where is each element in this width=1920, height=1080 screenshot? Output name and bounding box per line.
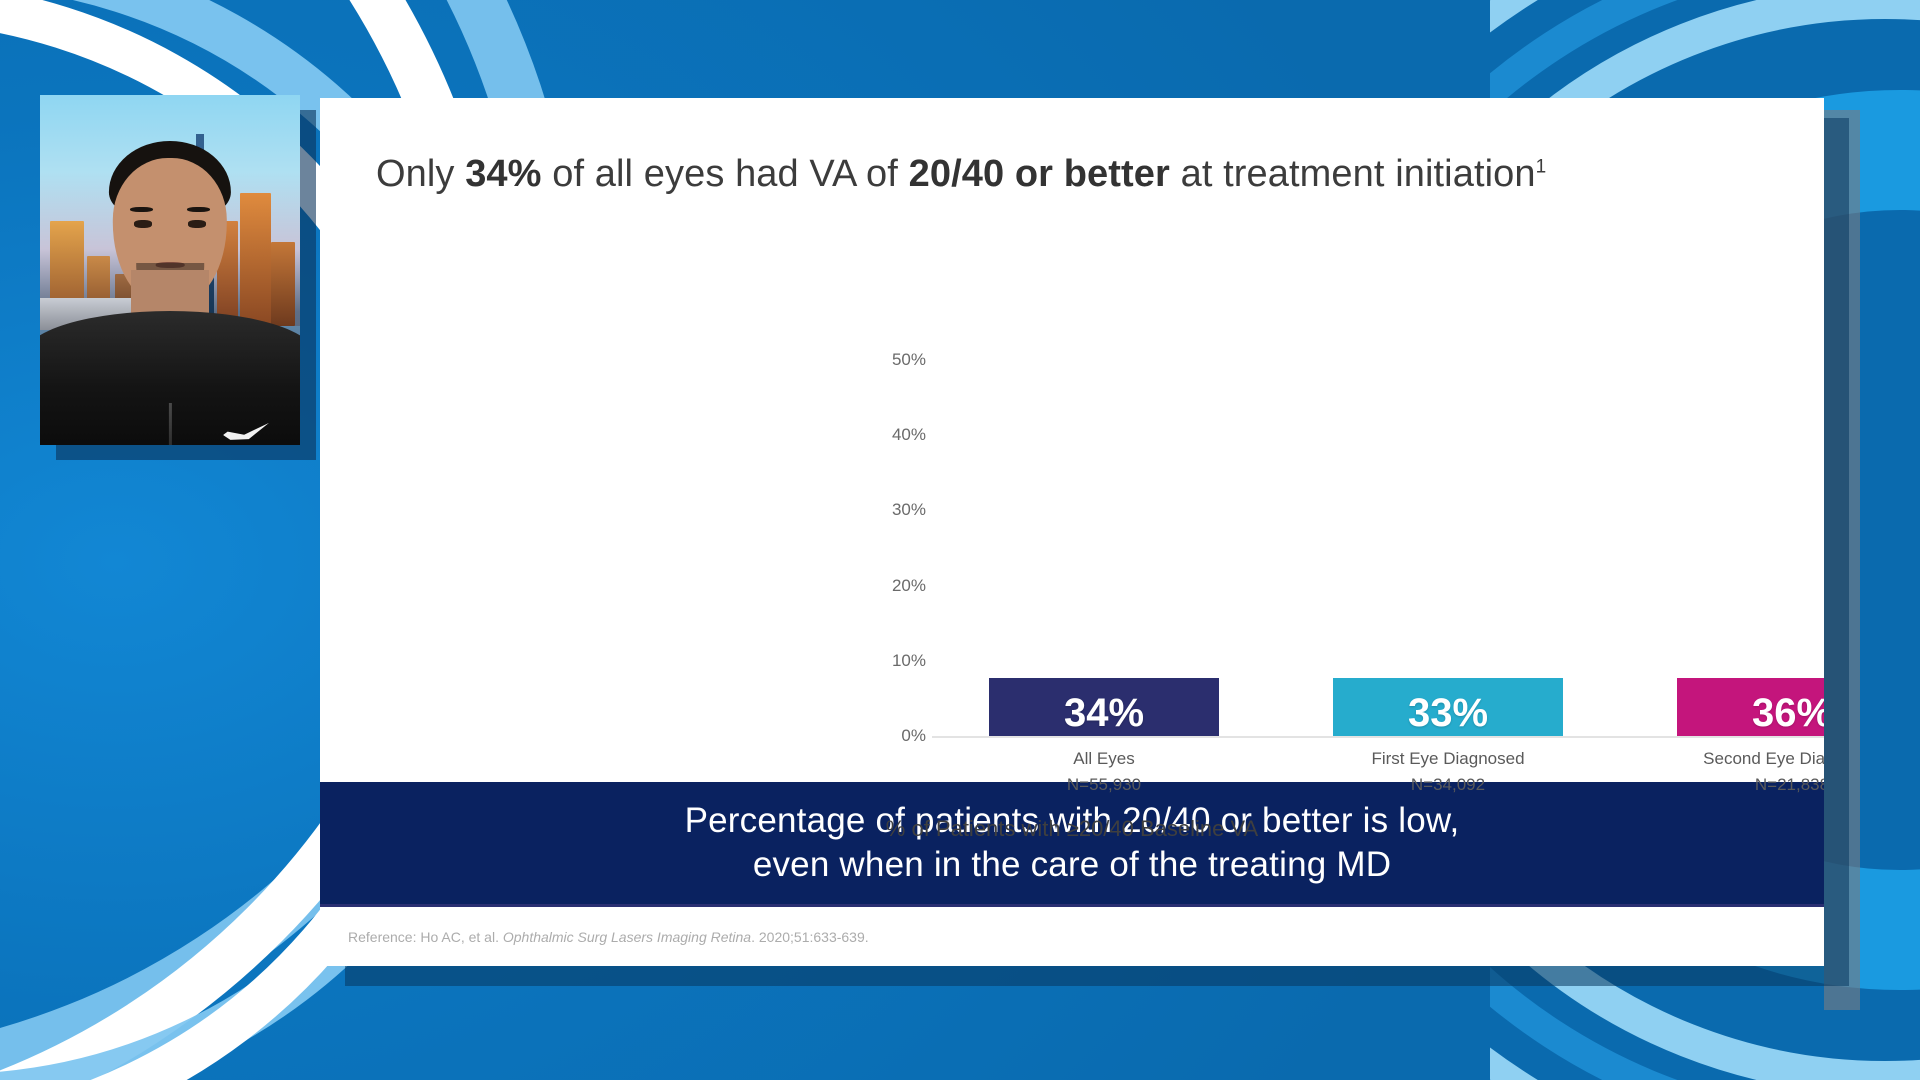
bar-chart: 50% 40% 30% 20% 10% 0% 34% 33%	[320, 238, 1824, 841]
speaker-neck	[131, 270, 209, 319]
bar-second-eye-diagnosed[interactable]: 36%	[1677, 678, 1824, 736]
y-tick-label: 20%	[891, 575, 926, 595]
reference-suffix: . 2020;51:633-639.	[751, 928, 869, 945]
bar-group-all-eyes: 34%	[954, 678, 1254, 736]
chart-bars: 34% 33% 36%	[932, 360, 1824, 736]
bar-first-eye-diagnosed[interactable]: 33%	[1333, 678, 1563, 736]
y-tick-label: 10%	[891, 650, 926, 670]
chart-baseline-axis	[932, 736, 1824, 738]
slide-content: Only 34% of all eyes had VA of 20/40 or …	[320, 98, 1824, 841]
banner-divider	[320, 904, 1824, 907]
jacket-zipper	[168, 403, 172, 445]
category-name: Second Eye Diagnosed	[1703, 749, 1824, 768]
slide-title: Only 34% of all eyes had VA of 20/40 or …	[376, 153, 1794, 196]
speaker-figure	[40, 95, 300, 445]
category-sample-size: N=55,930	[1066, 775, 1142, 795]
bar-all-eyes[interactable]: 34%	[989, 678, 1219, 736]
slide-reference-bar: Reference: Ho AC, et al. Ophthalmic Surg…	[320, 907, 1824, 966]
category-all-eyes: All Eyes N=55,930	[954, 746, 1254, 799]
y-tick-label: 40%	[891, 425, 926, 445]
title-stat-2040: 20/40 or better	[908, 153, 1170, 195]
title-stat-34: 34%	[465, 153, 542, 195]
speaker-jacket	[40, 311, 300, 445]
nike-swoosh-icon	[223, 422, 270, 440]
speaker-eye-right	[188, 220, 207, 228]
chart-category-labels: All Eyes N=55,930 First Eye Diagnosed N=…	[932, 746, 1824, 799]
bar-value-label: 34%	[1063, 691, 1145, 735]
skyline-building	[240, 193, 272, 326]
presentation-slide: Only 34% of all eyes had VA of 20/40 or …	[320, 98, 1824, 966]
chart-x-axis-label: % of Patients with ≥20/40 Baseline VA	[885, 816, 1259, 841]
speaker-eye-left	[133, 220, 152, 228]
slide-takeaway-banner: Percentage of patients with 20/40 or bet…	[320, 782, 1824, 904]
speaker-video-thumbnail[interactable]	[40, 95, 300, 445]
speaker-eyebrow-left	[129, 206, 154, 213]
category-second-eye: Second Eye Diagnosed N=21,838	[1642, 746, 1824, 799]
bar-value-label: 36%	[1751, 691, 1824, 735]
bar-group-second-eye: 36%	[1642, 678, 1824, 736]
reference-journal: Ophthalmic Surg Lasers Imaging Retina	[502, 928, 752, 945]
banner-line-2: even when in the care of the treating MD	[752, 845, 1392, 884]
chart-y-axis: 50% 40% 30% 20% 10% 0%	[860, 350, 932, 745]
banner-line-1: Percentage of patients with 20/40 or bet…	[684, 800, 1460, 840]
y-tick-label: 50%	[891, 350, 926, 369]
category-sample-size: N=21,838	[1754, 775, 1824, 795]
title-part-3: at treatment initiation	[1169, 153, 1536, 195]
reference-citation: Reference: Ho AC, et al. Ophthalmic Surg…	[348, 929, 869, 945]
category-name: All Eyes	[1073, 749, 1135, 768]
category-name: First Eye Diagnosed	[1371, 749, 1525, 768]
category-sample-size: N=34,092	[1410, 775, 1486, 795]
speaker-eyebrow-right	[186, 206, 211, 213]
title-footnote-marker: 1	[1535, 156, 1547, 178]
y-tick-label: 0%	[901, 726, 926, 745]
title-part-2: of all eyes had VA of	[541, 153, 909, 195]
bar-value-label: 33%	[1407, 691, 1489, 735]
skyline-building	[271, 242, 295, 326]
y-tick-label: 30%	[891, 500, 926, 520]
bar-group-first-eye: 33%	[1298, 678, 1598, 736]
title-part-1: Only	[376, 153, 466, 195]
category-first-eye: First Eye Diagnosed N=34,092	[1298, 746, 1598, 799]
reference-prefix: Reference: Ho AC, et al.	[348, 928, 503, 945]
